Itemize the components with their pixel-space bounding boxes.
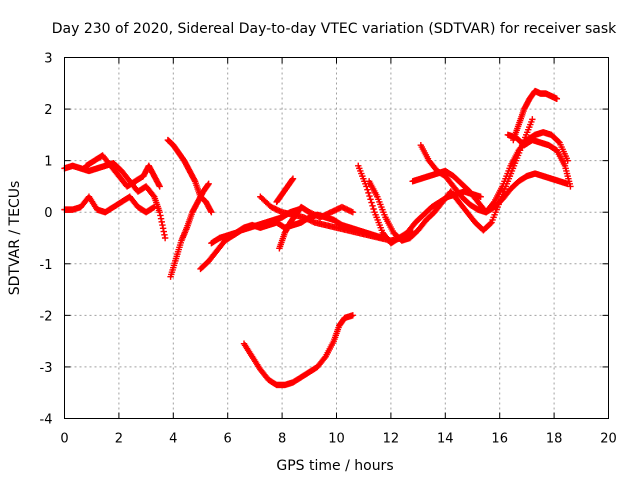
data-point <box>364 186 371 193</box>
data-points <box>61 87 574 389</box>
series-track-c <box>83 152 163 190</box>
series-track-k <box>240 312 357 389</box>
x-tick-label: 6 <box>224 432 232 447</box>
chart-title: Day 230 of 2020, Sidereal Day-to-day VTE… <box>52 21 617 37</box>
series-track-q <box>504 131 574 190</box>
data-point <box>487 220 494 227</box>
x-tick-label: 0 <box>60 432 68 447</box>
x-tick-label: 18 <box>546 432 563 447</box>
data-point <box>529 116 536 123</box>
data-point <box>553 95 561 102</box>
data-point <box>349 209 357 216</box>
series-track-b <box>61 193 158 216</box>
data-point <box>321 354 328 362</box>
x-tick-label: 12 <box>383 432 400 447</box>
y-tick-label: -1 <box>40 258 53 273</box>
data-point <box>368 199 375 206</box>
data-point <box>205 180 212 188</box>
y-tick-label: -2 <box>40 309 53 324</box>
data-point <box>156 183 163 190</box>
y-tick-label: 3 <box>44 52 52 67</box>
data-point <box>564 157 571 164</box>
x-tick-label: 8 <box>278 432 286 447</box>
data-point <box>567 183 574 190</box>
data-point <box>370 205 377 213</box>
grid <box>64 57 609 419</box>
plot-frame <box>64 57 609 419</box>
data-point <box>150 192 157 199</box>
y-tick-label: -3 <box>40 361 53 376</box>
series-track-o <box>417 141 571 216</box>
data-point <box>369 202 376 209</box>
data-point <box>365 189 372 197</box>
x-tick-label: 4 <box>169 432 177 447</box>
y-tick-label: 2 <box>44 103 52 118</box>
x-tick-label: 16 <box>491 432 508 447</box>
y-tick-label: 1 <box>44 155 52 170</box>
data-point <box>555 138 562 145</box>
y-tick-label: 0 <box>44 206 52 221</box>
data-point <box>477 193 484 200</box>
data-point <box>367 196 374 203</box>
series-track-e <box>167 180 212 280</box>
x-tick-label: 2 <box>115 432 123 447</box>
y-tick-label: -4 <box>40 413 53 428</box>
data-point <box>151 203 158 211</box>
y-axis-label: SDTVAR / TECUs <box>7 181 23 296</box>
data-point <box>208 209 215 216</box>
x-tick-label: 10 <box>328 432 345 447</box>
x-tick-label: 14 <box>437 432 454 447</box>
data-point <box>289 175 297 182</box>
series-track-i <box>276 203 357 252</box>
data-point <box>366 192 373 200</box>
x-tick-label: 20 <box>600 432 617 447</box>
data-point <box>349 312 357 319</box>
x-axis-label: GPS time / hours <box>276 458 393 474</box>
series-track-j <box>273 175 297 206</box>
data-point <box>161 234 169 242</box>
series-track-d <box>164 136 215 216</box>
data-point <box>363 183 370 190</box>
